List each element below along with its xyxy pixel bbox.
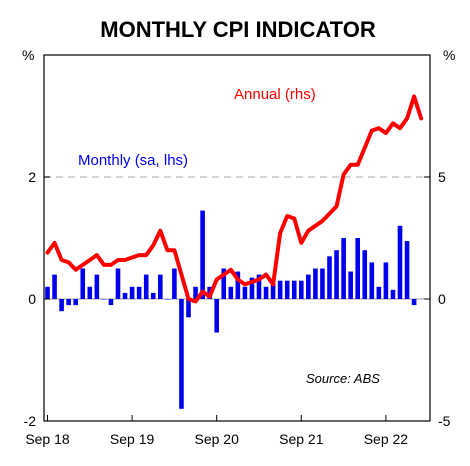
- monthly-bar: [186, 299, 191, 318]
- monthly-bar: [376, 286, 382, 299]
- annual-line: [45, 94, 424, 304]
- monthly-bar: [101, 299, 107, 300]
- monthly-bar: [214, 299, 219, 333]
- monthly-bar: [411, 299, 417, 306]
- monthly-bar: [270, 283, 276, 299]
- monthly-bar: [249, 277, 255, 299]
- monthly-bar: [66, 299, 71, 306]
- monthly-bars: [45, 210, 417, 409]
- right-axis-ticks: -5 0 5: [424, 169, 451, 429]
- monthly-bar: [143, 274, 149, 299]
- monthly-bar: [383, 262, 389, 299]
- monthly-bar: [228, 286, 234, 299]
- monthly-bar: [179, 299, 184, 409]
- monthly-bar: [390, 289, 396, 299]
- monthly-bar: [291, 280, 297, 299]
- monthly-bar: [221, 268, 227, 299]
- x-tick-label: Sep 22: [364, 431, 409, 447]
- monthly-bar: [136, 286, 142, 299]
- monthly-bar: [404, 241, 410, 299]
- left-tick-label: 2: [28, 169, 36, 185]
- annual-series-label: Annual (rhs): [234, 86, 316, 103]
- monthly-bar: [299, 280, 304, 299]
- monthly-bar: [334, 250, 339, 299]
- monthly-bar: [397, 225, 403, 299]
- left-axis-unit: %: [22, 47, 34, 63]
- x-tick-label: Sep 20: [195, 431, 240, 447]
- monthly-series-label: Monthly (sa, lhs): [78, 152, 188, 169]
- monthly-bar: [59, 299, 64, 312]
- monthly-bar: [73, 299, 78, 306]
- left-axis-ticks: -2 0 2: [24, 169, 50, 429]
- right-axis-unit: %: [443, 47, 455, 63]
- monthly-bar: [200, 210, 205, 299]
- monthly-bar: [108, 299, 114, 306]
- monthly-bar: [284, 280, 290, 299]
- chart-title: MONTHLY CPI INDICATOR: [100, 17, 376, 42]
- monthly-bar: [94, 274, 100, 299]
- x-tick-label: Sep 19: [110, 431, 155, 447]
- monthly-bar: [150, 292, 156, 299]
- monthly-bar: [256, 274, 262, 299]
- monthly-bar: [369, 262, 375, 299]
- left-tick-label: -2: [24, 413, 37, 429]
- monthly-bar: [122, 292, 128, 299]
- monthly-bar: [235, 271, 241, 299]
- x-tick-label: Sep 21: [279, 431, 324, 447]
- monthly-bar: [327, 256, 332, 299]
- left-tick-label: 0: [28, 291, 36, 307]
- monthly-bar: [355, 238, 360, 299]
- monthly-bar: [52, 274, 57, 299]
- monthly-bar: [87, 286, 93, 299]
- right-tick-label: 0: [438, 291, 446, 307]
- monthly-bar: [320, 268, 325, 299]
- monthly-bar: [348, 271, 353, 299]
- monthly-bar: [263, 286, 269, 299]
- monthly-bar: [172, 268, 177, 299]
- monthly-bar: [158, 274, 163, 299]
- right-tick-label: -5: [438, 413, 451, 429]
- monthly-bar: [165, 299, 170, 300]
- annual-line-group: [45, 94, 424, 304]
- monthly-bar: [277, 280, 283, 299]
- x-tick-label: Sep 18: [25, 431, 70, 447]
- monthly-bar: [115, 268, 121, 299]
- plot-frame: [43, 54, 431, 422]
- monthly-bar: [80, 268, 86, 299]
- monthly-bar: [129, 286, 135, 299]
- monthly-bar: [341, 238, 346, 299]
- monthly-bar: [193, 286, 198, 299]
- monthly-bar: [45, 286, 50, 299]
- monthly-bar: [362, 250, 368, 299]
- monthly-bar: [242, 286, 248, 299]
- monthly-bar: [313, 268, 318, 299]
- source-note: Source: ABS: [306, 371, 380, 386]
- x-axis-ticks: Sep 18 Sep 19 Sep 20 Sep 21 Sep 22: [25, 415, 408, 447]
- monthly-bar: [306, 274, 311, 299]
- right-tick-label: 5: [438, 169, 446, 185]
